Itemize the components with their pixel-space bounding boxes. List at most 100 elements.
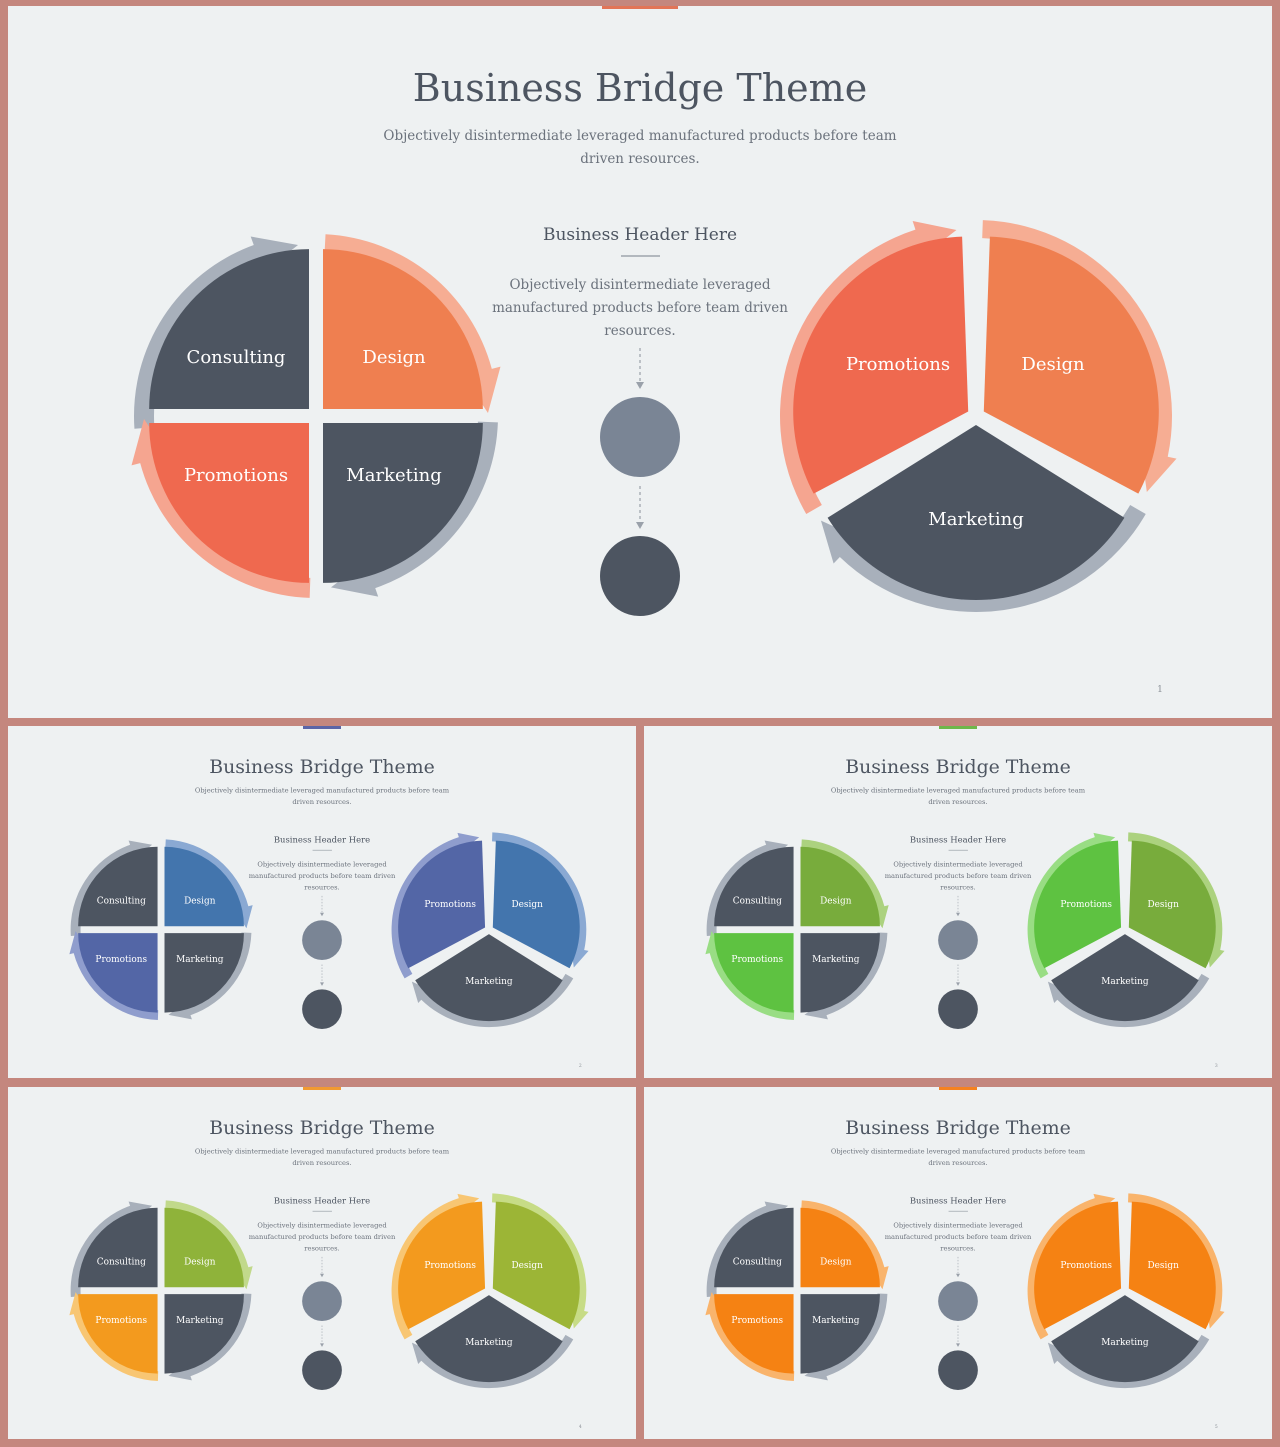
promotions-label: Promotions [95, 1316, 147, 1326]
quad-diagram: Consulting Design Promotions Marketing [69, 1200, 253, 1382]
connector-arrow-icon [956, 1273, 960, 1278]
connector-arrow-icon [320, 982, 324, 986]
slide-subtitle-line: driven resources. [580, 151, 699, 167]
pie-marketing-arrow [411, 1334, 574, 1389]
connector-arrow-icon [956, 1343, 960, 1347]
center-text-line: manufactured products before team driven [885, 872, 1032, 880]
pie-promotions-label: Promotions [1060, 1261, 1112, 1271]
pie-design-segment [1128, 1201, 1216, 1330]
promotions-segment [714, 933, 794, 1013]
accent-bar [602, 6, 678, 9]
slide-subtitle-line: Objectively disintermediate leveraged ma… [831, 787, 1086, 795]
pie-promotions-arrow [1027, 832, 1116, 979]
step-circle-top [938, 920, 978, 961]
slide-thumb-5[interactable]: Business Bridge Theme Objectively disinte… [644, 1087, 1272, 1439]
quad-diagram: Consulting Design Promotions Marketing [705, 1200, 889, 1382]
consulting-segment [78, 1207, 158, 1288]
slide-title: Business Bridge Theme [209, 1117, 435, 1139]
pie-promotions-segment [793, 236, 969, 494]
step-circle-bottom [302, 1350, 342, 1391]
slide-title: Business Bridge Theme [209, 756, 435, 778]
consulting-label: Consulting [733, 1257, 782, 1267]
pie-marketing-segment [1051, 1295, 1199, 1383]
slide-thumb-4[interactable]: Business Bridge Theme Objectively disinte… [8, 1087, 636, 1439]
pie-diagram: Promotions Design Marketing [1027, 832, 1225, 1028]
center-text-line: resources. [304, 883, 339, 891]
promotions-segment [78, 933, 158, 1013]
pie-marketing-label: Marketing [928, 509, 1023, 530]
step-circle-bottom [600, 536, 680, 616]
pie-design-arrow [492, 832, 589, 968]
design-segment [800, 846, 880, 927]
slide-thumb-2[interactable]: Business Bridge Theme Objectively disinte… [8, 726, 636, 1078]
center-panel: Business Header Here Objectively disinter… [249, 834, 396, 1030]
design-label: Design [362, 347, 426, 368]
pie-design-label: Design [1147, 1261, 1179, 1271]
pie-promotions-label: Promotions [1060, 900, 1112, 910]
center-header: Business Header Here [543, 225, 737, 245]
pie-diagram: Promotions Design Marketing [391, 1193, 589, 1389]
marketing-label: Marketing [176, 1316, 224, 1326]
center-text-line: manufactured products before team driven [249, 1233, 396, 1241]
promotions-segment [78, 1294, 158, 1374]
pie-promotions-label: Promotions [424, 900, 476, 910]
slide-thumb-3[interactable]: Business Bridge Theme Objectively disinte… [644, 726, 1272, 1078]
quad-diagram: Consulting Design Promotions Marketing [705, 839, 889, 1021]
accent-bar [303, 726, 341, 729]
step-circle-bottom [938, 989, 978, 1030]
center-panel: Business Header Here Objectively disinter… [885, 1195, 1032, 1391]
marketing-label: Marketing [812, 1316, 860, 1326]
slide-subtitle-line: Objectively disintermediate leveraged ma… [383, 128, 896, 144]
consulting-label: Consulting [97, 1257, 146, 1267]
center-panel: Business Header Here Objectively disinter… [492, 225, 788, 616]
design-label: Design [184, 1257, 216, 1267]
connector-arrow-icon [320, 912, 324, 917]
pie-marketing-segment [415, 934, 563, 1022]
center-text-line: manufactured products before team driven [249, 872, 396, 880]
connector-arrow-icon [320, 1343, 324, 1347]
page-number: 5 [1215, 1424, 1218, 1430]
slide-subtitle-line: Objectively disintermediate leveraged ma… [195, 1148, 450, 1156]
pie-diagram: Promotions Design Marketing [779, 220, 1177, 612]
design-segment [800, 1207, 880, 1288]
center-panel: Business Header Here Objectively disinter… [249, 1195, 396, 1391]
slide-subtitle-line: Objectively disintermediate leveraged ma… [195, 787, 450, 795]
accent-bar [939, 1087, 977, 1090]
pie-design-label: Design [1021, 354, 1085, 375]
diagram-canvas: Business Bridge Theme Objectively disinte… [705, 756, 1225, 1069]
step-circle-top [302, 1281, 342, 1322]
pie-promotions-segment [398, 840, 486, 969]
center-text-line: Objectively disintermediate leveraged [509, 277, 770, 293]
pie-design-segment [492, 1201, 580, 1330]
accent-bar [939, 726, 977, 729]
consulting-label: Consulting [187, 347, 286, 368]
step-circle-top [302, 920, 342, 961]
pie-design-segment [1128, 840, 1216, 969]
pie-promotions-label: Promotions [846, 354, 950, 375]
pie-promotions-segment [1034, 1201, 1122, 1330]
promotions-label: Promotions [184, 465, 288, 486]
slide-main[interactable]: Business Bridge Theme Objectively disinte… [8, 6, 1272, 718]
promotions-segment [714, 1294, 794, 1374]
center-text-line: resources. [304, 1244, 339, 1252]
consulting-label: Consulting [733, 896, 782, 906]
slide-title: Business Bridge Theme [845, 756, 1071, 778]
center-text-line: resources. [940, 883, 975, 891]
center-text-line: Objectively disintermediate leveraged [257, 861, 387, 869]
marketing-label: Marketing [176, 955, 224, 965]
marketing-segment [800, 1294, 880, 1374]
connector-arrow-icon [956, 982, 960, 986]
design-segment [323, 249, 483, 409]
promotions-segment [149, 423, 309, 583]
promotions-label: Promotions [95, 955, 147, 965]
pie-design-segment [492, 840, 580, 969]
pie-marketing-segment [415, 1295, 563, 1383]
pie-promotions-arrow [1027, 1193, 1116, 1340]
pie-promotions-arrow [391, 1193, 480, 1340]
step-circle-top [938, 1281, 978, 1322]
pie-marketing-arrow [1047, 1334, 1210, 1389]
pie-marketing-label: Marketing [1101, 1338, 1149, 1348]
marketing-label: Marketing [812, 955, 860, 965]
page-number: 4 [579, 1424, 582, 1430]
pie-marketing-arrow [820, 505, 1146, 612]
